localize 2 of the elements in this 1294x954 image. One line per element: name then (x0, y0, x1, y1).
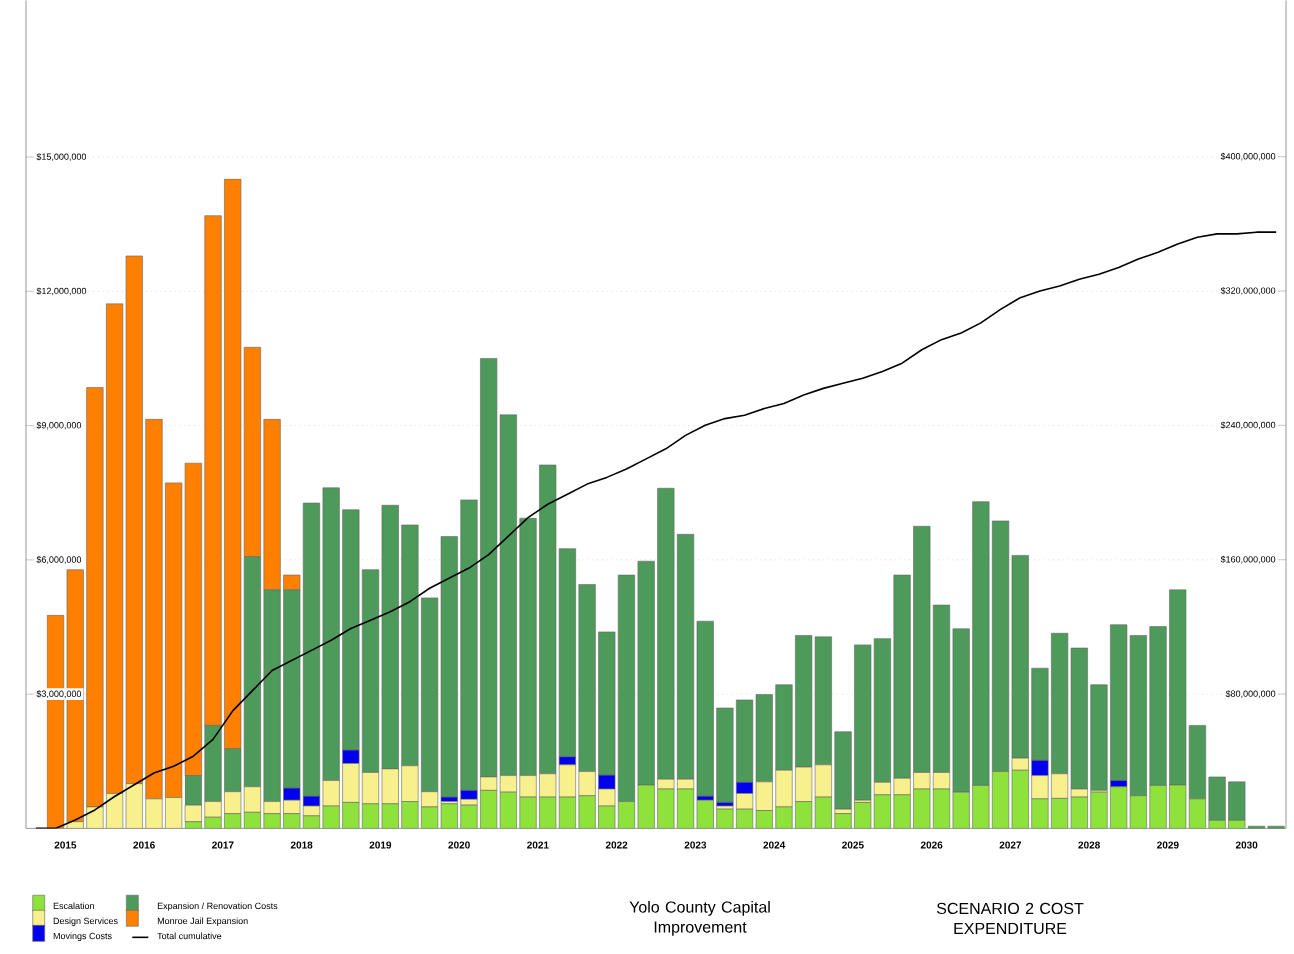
text: Yolo County Capital Improvement (629, 900, 770, 936)
text: SCENARIO 2 COST EXPENDITURE (936, 902, 1084, 934)
